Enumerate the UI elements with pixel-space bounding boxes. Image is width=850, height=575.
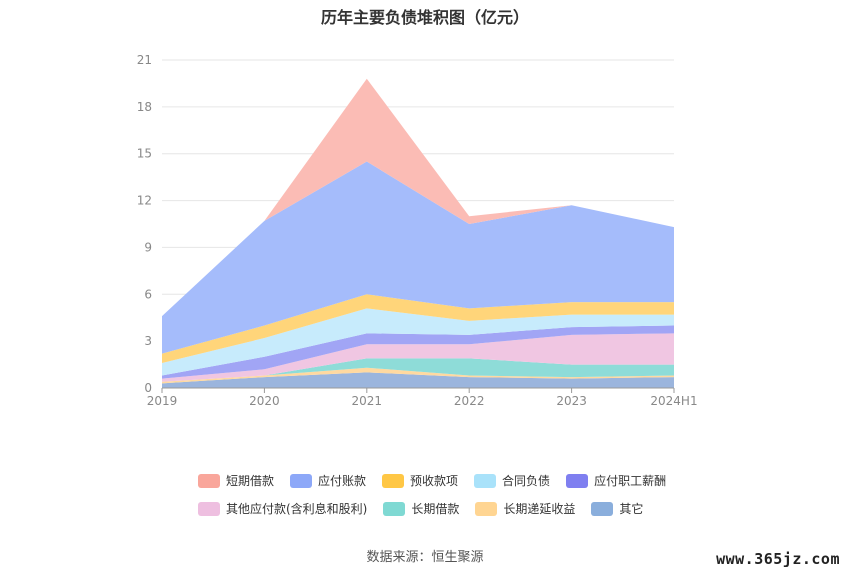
- legend-swatch: [198, 501, 220, 516]
- legend-item[interactable]: 预收款项: [382, 472, 458, 489]
- legend-label: 其他应付款(含利息和股利): [226, 502, 368, 516]
- y-tick-label: 3: [144, 334, 152, 348]
- area-series: [162, 333, 674, 382]
- legend-swatch: [566, 473, 589, 488]
- y-tick-label: 0: [144, 381, 152, 395]
- legend-swatch: [290, 473, 313, 488]
- area-series: [162, 308, 674, 376]
- legend-item[interactable]: 应付账款: [290, 472, 366, 489]
- x-tick-label: 2019: [147, 394, 178, 408]
- area-series: [162, 372, 674, 388]
- legend-label: 其它: [619, 502, 644, 516]
- legend-item[interactable]: 其它: [591, 500, 643, 517]
- area-series: [162, 358, 674, 382]
- y-tick-label: 6: [144, 287, 152, 301]
- legend-label: 应付职工薪酬: [594, 474, 667, 488]
- area-chart: 0 3 6 9 12 15 18 21 2019 2020 2021 2022 2023 2024H1: [137, 53, 698, 408]
- legend-label: 长期递延收益: [503, 502, 576, 516]
- y-tick-label: 21: [137, 53, 152, 67]
- legend-item[interactable]: 长期递延收益: [475, 500, 575, 517]
- legend-label: 预收款项: [410, 474, 459, 488]
- area-series: [162, 161, 674, 354]
- x-tick-label: 2022: [454, 394, 485, 408]
- y-tick-label: 12: [137, 194, 152, 208]
- legend-row: 短期借款 应付账款 预收款项 合同负债 应付职工薪酬: [198, 472, 668, 489]
- legend-swatch: [474, 473, 497, 488]
- legend-label: 合同负债: [502, 474, 551, 488]
- legend-label: 短期借款: [226, 474, 275, 488]
- legend-label: 长期借款: [411, 502, 460, 516]
- x-tick-label: 2024H1: [650, 394, 697, 408]
- x-tick-label: 2020: [249, 394, 280, 408]
- legend-swatch: [475, 501, 498, 516]
- legend-item[interactable]: 长期借款: [383, 500, 459, 517]
- watermark: www.365jz.com: [716, 550, 840, 568]
- area-series: [162, 325, 674, 379]
- legend-item[interactable]: 应付职工薪酬: [566, 472, 666, 489]
- y-tick-label: 9: [144, 240, 152, 254]
- chart-title: 历年主要负债堆积图（亿元）: [320, 8, 529, 27]
- area-series: [162, 294, 674, 364]
- y-tick-label: 18: [137, 100, 152, 114]
- legend-swatch: [382, 473, 405, 488]
- legend-swatch: [198, 473, 220, 488]
- legend-item[interactable]: 短期借款: [198, 472, 274, 489]
- legend-item[interactable]: 合同负债: [474, 472, 550, 489]
- y-tick-label: 15: [137, 147, 152, 161]
- x-tick-label: 2023: [556, 394, 587, 408]
- legend-swatch: [383, 501, 406, 516]
- legend-item[interactable]: 其他应付款(含利息和股利): [198, 500, 367, 517]
- legend-label: 应付账款: [318, 474, 367, 488]
- data-source: 数据来源：恒生聚源: [366, 550, 484, 565]
- legend-row: 其他应付款(含利息和股利) 长期借款 长期递延收益 其它: [198, 500, 668, 517]
- legend-swatch: [591, 501, 614, 516]
- x-tick-label: 2021: [352, 394, 383, 408]
- legend: 短期借款 应付账款 预收款项 合同负债 应付职工薪酬 其他应付款(含利息和股利) 长期借款…: [198, 472, 668, 528]
